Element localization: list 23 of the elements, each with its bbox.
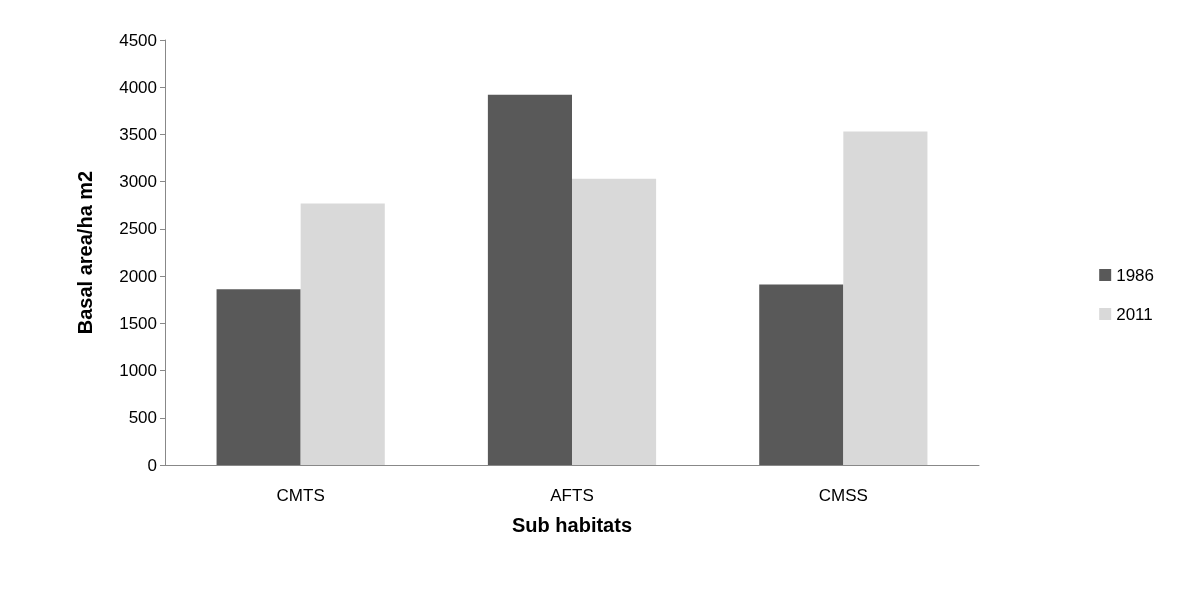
y-tick-label: 0: [147, 455, 157, 475]
y-tick-label: 500: [128, 408, 157, 428]
y-axis-title: Basal area/ha m2: [74, 170, 96, 335]
y-tick-label: 2000: [119, 266, 157, 286]
x-axis-title: Sub habitats: [511, 514, 633, 536]
bar: [759, 284, 844, 465]
y-tick-label: 1000: [119, 361, 157, 381]
bar: [487, 94, 572, 465]
legend-label: 2011: [1116, 304, 1153, 324]
x-tick-label: CMSS: [818, 486, 868, 505]
y-tick-label: 1500: [119, 313, 157, 333]
y-tick-label: 4500: [119, 30, 157, 50]
x-tick-label: CMTS: [276, 486, 325, 505]
legend-label: 1986: [1116, 265, 1155, 285]
x-tick-label: AFTS: [550, 486, 594, 505]
bar: [216, 289, 301, 465]
y-tick-label: 3500: [119, 124, 157, 144]
y-tick-label: 3000: [119, 172, 157, 192]
y-tick-label: 2500: [119, 219, 157, 239]
bar: [300, 203, 385, 465]
y-tick-label: 4000: [119, 77, 157, 97]
bar: [572, 178, 657, 465]
bar: [843, 131, 928, 465]
